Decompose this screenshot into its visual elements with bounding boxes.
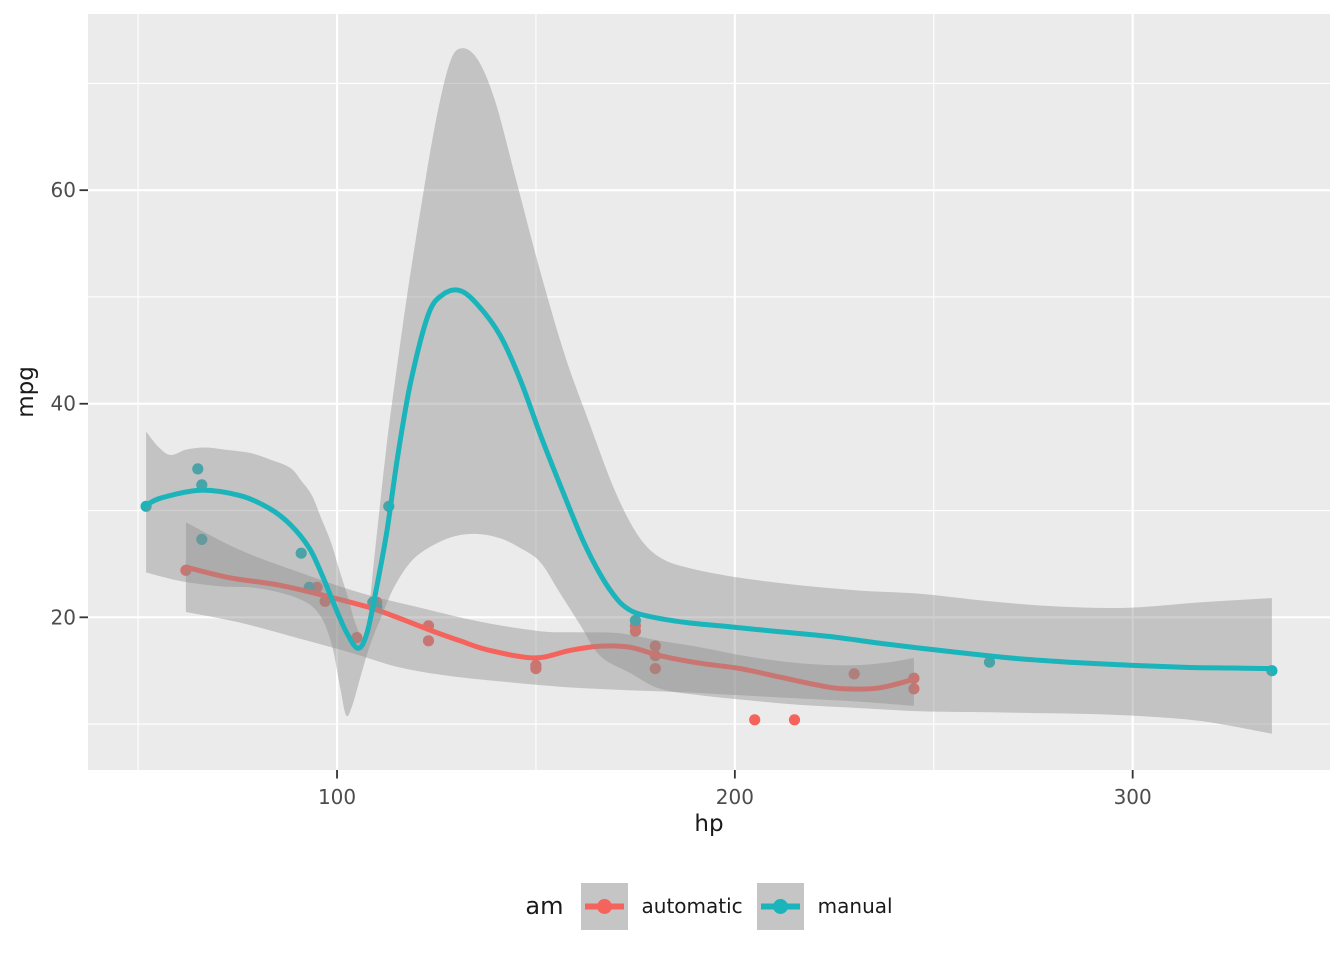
data-point-automatic <box>848 668 860 680</box>
data-point-manual <box>295 547 307 559</box>
data-point-automatic <box>530 663 542 675</box>
legend-label-automatic: automatic <box>641 894 743 918</box>
legend-key-manual <box>756 882 804 930</box>
y-tick-label: 20 <box>51 605 76 629</box>
legend: am automatic manual <box>88 882 1330 930</box>
data-point-manual <box>629 614 642 627</box>
data-point-automatic <box>788 714 801 726</box>
confidence-ribbon-manual <box>146 48 1272 734</box>
confidence-ribbon-automatic <box>185 522 914 706</box>
chart-layers: 100 200 300 20 40 60 <box>51 14 1330 809</box>
smooth-line-manual <box>143 287 1275 672</box>
y-tick-label: 40 <box>51 392 76 416</box>
data-point-automatic <box>422 635 435 647</box>
data-point-automatic <box>649 640 661 652</box>
point-icon <box>772 898 788 914</box>
x-tick-label: 300 <box>1114 785 1152 809</box>
panel-background <box>88 14 1330 770</box>
x-tick-label: 200 <box>716 785 754 809</box>
legend-label-manual: manual <box>817 894 893 918</box>
y-tick-label: 60 <box>51 178 76 202</box>
legend-key-automatic <box>580 882 628 930</box>
data-point-manual <box>192 463 204 475</box>
mpg-vs-hp-chart: 100 200 300 20 40 60 hp mpg <box>13 14 1330 837</box>
data-point-automatic <box>749 714 761 726</box>
data-point-automatic <box>908 683 920 695</box>
data-point-manual <box>196 533 208 546</box>
data-point-automatic <box>351 632 363 644</box>
data-point-automatic <box>311 581 323 594</box>
data-point-manual <box>983 656 996 668</box>
y-axis-title: mpg <box>13 366 39 418</box>
smooth-line-automatic <box>183 564 917 692</box>
point-icon <box>596 898 612 914</box>
x-tick-label: 100 <box>318 785 356 809</box>
x-axis-title: hp <box>694 811 723 837</box>
data-point-automatic <box>649 663 661 675</box>
legend-title: am <box>525 892 564 920</box>
